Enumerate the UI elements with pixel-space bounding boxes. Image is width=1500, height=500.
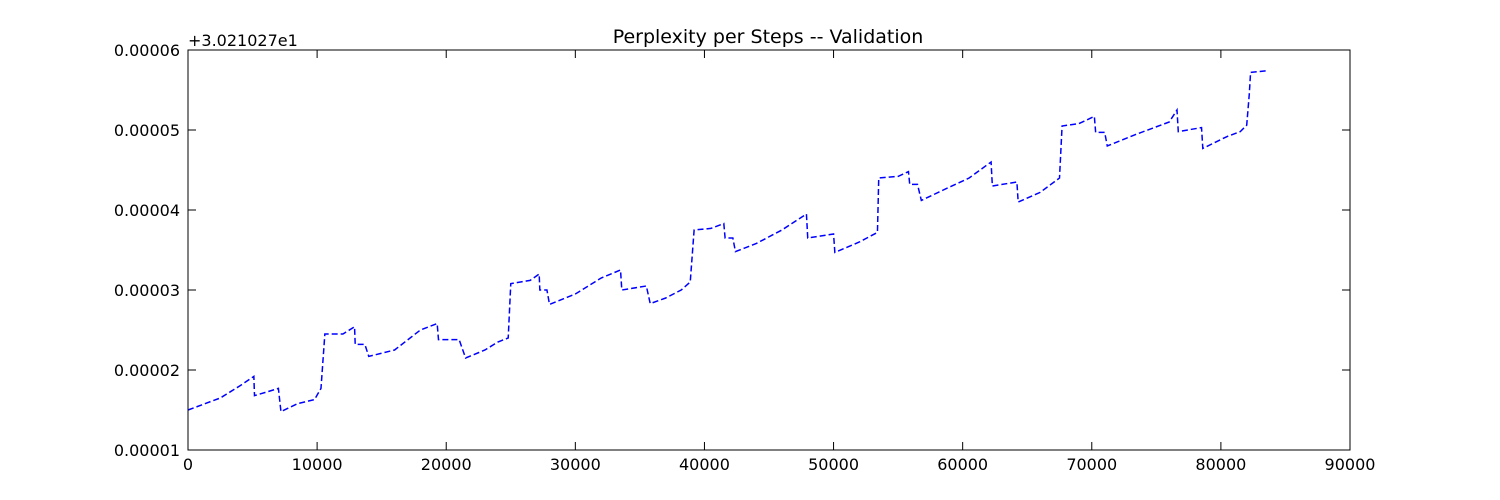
x-tick-label: 20000 <box>421 455 472 474</box>
y-tick-label: 0.00004 <box>114 201 180 220</box>
y-tick-label: 0.00002 <box>114 361 180 380</box>
x-tick-label: 10000 <box>292 455 343 474</box>
x-tick-label: 30000 <box>550 455 601 474</box>
y-tick-label: 0.00006 <box>114 41 180 60</box>
chart-title: Perplexity per Steps -- Validation <box>613 26 924 48</box>
x-tick-label: 50000 <box>808 455 859 474</box>
x-tick-label: 70000 <box>1066 455 1117 474</box>
y-tick-label: 0.00003 <box>114 281 180 300</box>
plot-frame <box>187 49 1351 451</box>
x-tick-label: 40000 <box>679 455 730 474</box>
plot-area: 0 10000 20000 30000 40000 50000 60000 70000 8000… <box>114 41 1376 474</box>
x-tick-label: 60000 <box>937 455 988 474</box>
y-axis-offset-label: +3.021027e1 <box>188 31 298 50</box>
x-tick-label: 0 <box>183 455 193 474</box>
x-tick-label: 90000 <box>1325 455 1376 474</box>
y-tick-label: 0.00005 <box>114 121 180 140</box>
series-line <box>187 70 1267 413</box>
y-tick-label: 0.00001 <box>114 441 180 460</box>
x-tick-label: 80000 <box>1195 455 1246 474</box>
